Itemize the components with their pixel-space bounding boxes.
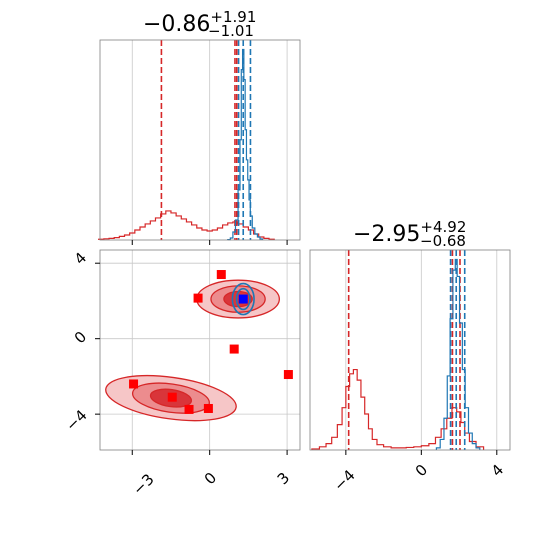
marker-blue <box>238 294 248 304</box>
x-tick-labels-bottom-right: −4 0 4 <box>330 461 507 495</box>
panel-frame <box>99 249 301 451</box>
histogram-step-blue <box>227 48 264 241</box>
density-contour-blue <box>235 287 251 311</box>
tick-marks <box>95 240 498 455</box>
marker-red <box>184 404 194 414</box>
x-tick-label: 0 <box>201 469 220 488</box>
histogram-step-blue <box>435 258 481 450</box>
density-panel-param-1-vs-param-2 <box>99 249 301 451</box>
density-contour-blue <box>231 282 255 316</box>
x-tick-labels-bottom-left: −3 0 3 <box>129 469 293 499</box>
x-tick-label: −3 <box>129 470 157 498</box>
y-tick-label: −4 <box>62 406 90 434</box>
title-param-1: −0.86+1.91 <box>143 8 256 37</box>
x-tick-label: −4 <box>330 466 358 494</box>
title-param-2: −2.95+4.92 <box>353 218 466 247</box>
histogram-step-red <box>311 368 485 450</box>
y-tick-label: 0 <box>71 328 90 347</box>
panel-frame <box>99 39 301 241</box>
marker-red <box>203 403 213 413</box>
histogram-step-red <box>98 210 275 240</box>
marker-red <box>193 293 203 303</box>
y-tick-label: 4 <box>71 249 90 268</box>
title-param-2-main: −2.95 <box>353 222 420 247</box>
marker-red <box>229 344 239 354</box>
histogram-panel-param-2 <box>309 249 511 451</box>
title-param-1-main: −0.86 <box>143 12 210 37</box>
histogram-panel-param-1 <box>98 39 301 241</box>
x-tick-label: 0 <box>412 461 431 480</box>
x-tick-label: 4 <box>488 461 507 480</box>
x-tick-label: 3 <box>274 469 293 488</box>
title-param-1-sup: +1.91 <box>210 8 256 26</box>
y-tick-labels-bottom-left: 4 0 −4 <box>62 249 90 435</box>
marker-red <box>216 270 226 280</box>
marker-red <box>167 392 177 402</box>
panel-frame <box>309 249 511 451</box>
title-param-2-sup: +4.92 <box>420 218 466 236</box>
title-param-1-lower: −1.01 <box>208 22 254 40</box>
marker-red <box>283 370 293 380</box>
marker-red <box>129 379 139 389</box>
title-param-2-lower: −0.68 <box>420 232 466 250</box>
